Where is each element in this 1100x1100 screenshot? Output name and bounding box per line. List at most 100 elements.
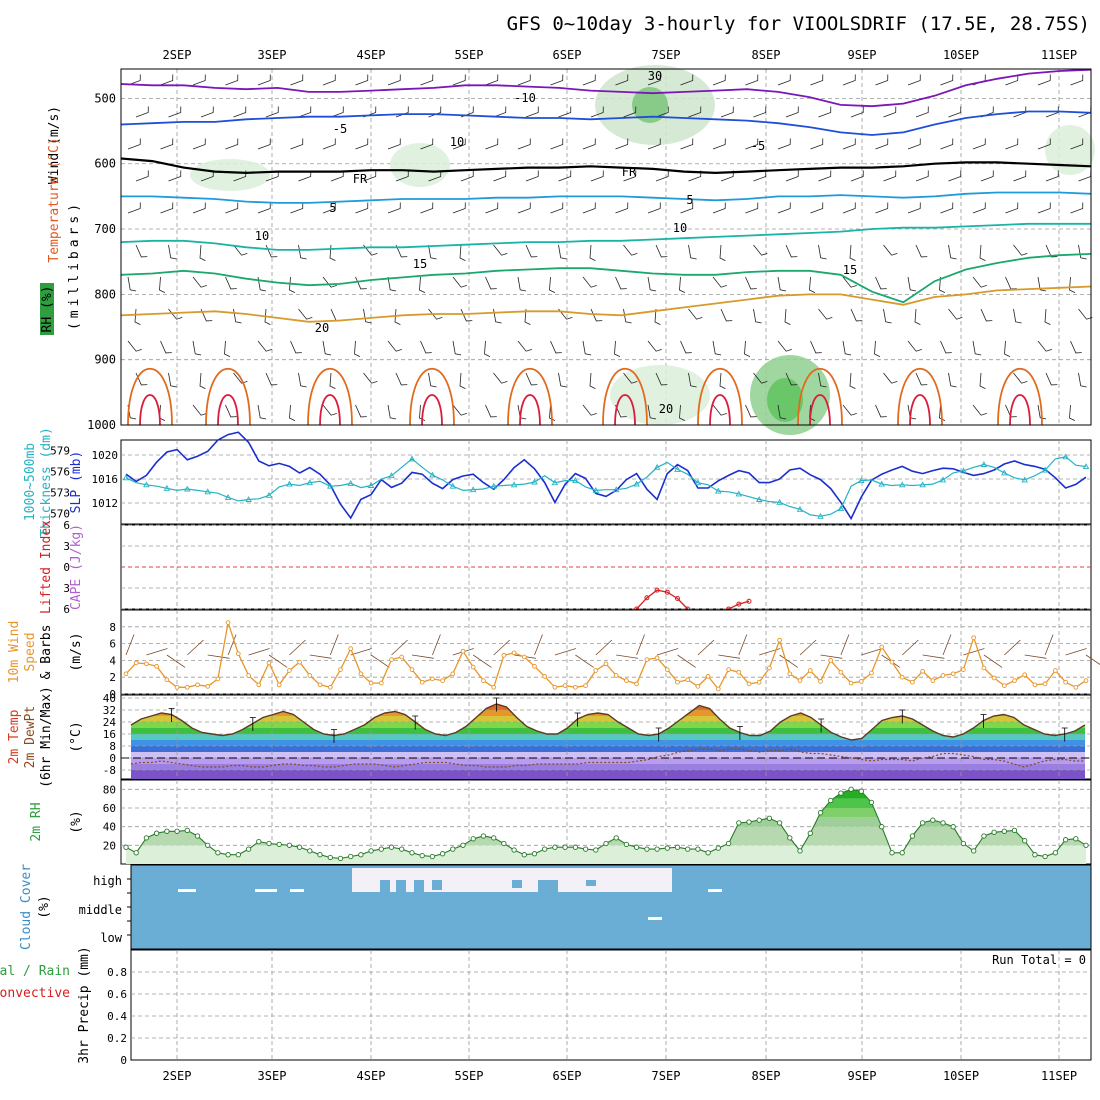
wind-barb — [395, 372, 408, 386]
wind-speed-point — [399, 654, 405, 660]
wind-speed-point — [1042, 681, 1048, 687]
wind-barb — [623, 372, 638, 384]
wind-barb-10m — [289, 639, 306, 656]
wind-barb-10m — [1004, 639, 1021, 656]
wind-speed-point — [675, 679, 680, 685]
wind-barb-10m — [166, 654, 186, 668]
rh-point — [184, 827, 190, 834]
thickness-point — [163, 484, 171, 491]
wind-speed-point — [491, 684, 497, 690]
wind-barb — [883, 372, 898, 384]
wind-barb — [623, 170, 637, 182]
wind-speed-point — [869, 670, 874, 676]
wind-speed-point — [593, 668, 599, 673]
wind-barb — [688, 372, 697, 388]
wind-barb — [914, 308, 921, 325]
wind-barb — [192, 74, 206, 86]
thickness-point — [939, 476, 947, 483]
wind-barb — [419, 404, 426, 421]
wind-barb — [883, 170, 897, 182]
wind-barb — [777, 276, 787, 292]
thickness-point — [817, 512, 824, 519]
wind-barb — [712, 276, 727, 288]
wind-barb — [394, 308, 401, 325]
contour-labels: -10 -5 -5 FR FR 5 5 10 10 15 15 20 20 10 30 — [255, 69, 857, 416]
rh-point — [695, 846, 701, 852]
minmax-bar — [574, 712, 581, 727]
rh-shade — [632, 87, 668, 123]
wind-barb — [655, 372, 668, 386]
rh-point — [460, 842, 466, 848]
pressure-tick-label: 800 — [94, 287, 116, 301]
temp-band — [131, 752, 1085, 758]
wind-barb — [550, 340, 562, 354]
wind-speed-point — [307, 673, 313, 678]
wind-barb — [493, 244, 508, 256]
thickness-point — [755, 496, 763, 502]
rh-point — [225, 852, 231, 858]
thickness-point — [449, 482, 457, 489]
wind-speed-point — [634, 681, 639, 687]
cloud-cell — [396, 880, 406, 892]
wind-barb-10m — [1024, 654, 1047, 659]
rh-point — [766, 815, 773, 821]
wind-barb — [883, 244, 898, 256]
slp-tick-label: 1012 — [92, 497, 119, 510]
contour-label: 10 — [673, 221, 687, 235]
wind-speed-point — [624, 678, 629, 683]
wind-speed-point — [1083, 678, 1089, 683]
contour-label: 30 — [648, 69, 662, 83]
wind-barb — [623, 308, 632, 324]
rh-point — [327, 854, 333, 861]
thickness-point — [388, 472, 395, 479]
wind10m-label-1: 10m Wind — [7, 621, 22, 684]
wind-barb — [810, 340, 822, 354]
temp-band — [131, 734, 1085, 740]
wind-barb — [485, 404, 497, 418]
cloud-row-high: high — [93, 874, 122, 888]
rh-point — [153, 830, 160, 836]
contour-label: 10 — [450, 135, 464, 149]
rh-point — [674, 844, 681, 850]
wind-barb — [160, 74, 174, 86]
isotherm--10 — [120, 68, 1092, 108]
cloud-cell — [380, 880, 390, 892]
wind-speed-point — [287, 668, 292, 673]
wind-speed-point — [797, 678, 803, 683]
wind-barb — [809, 276, 816, 293]
top-date-label: 8SEP — [752, 48, 781, 62]
rh-point — [960, 840, 967, 847]
precip-panel: 0 0.2 0.4 0.6 0.8 — [107, 949, 1092, 1067]
temp-band — [131, 716, 1085, 722]
rh-point — [429, 853, 436, 860]
wind-speed-point — [542, 674, 548, 679]
wind-barb — [420, 138, 434, 150]
temp-tick-label: 24 — [103, 716, 117, 729]
wind-barb — [452, 202, 466, 214]
wind-barb — [517, 202, 531, 214]
wind-speed-point — [552, 684, 558, 690]
wind-barb — [199, 372, 206, 389]
bottom-date-label: 2SEP — [163, 1069, 192, 1083]
wind-barb — [135, 244, 148, 258]
isotherm-25-hoop — [602, 367, 648, 426]
wind-speed-point — [899, 674, 905, 680]
wind-barb — [517, 340, 532, 352]
rh-point — [817, 810, 824, 816]
wind-barb — [420, 202, 434, 214]
wind-barb — [615, 276, 627, 290]
wind-barb — [745, 74, 759, 86]
wind-speed-point — [756, 679, 762, 685]
rh-point — [358, 852, 364, 858]
precip-tick-label: 0 — [120, 1054, 127, 1067]
wind-barb — [395, 106, 409, 118]
wind-barb — [550, 74, 564, 86]
wind-barb — [1045, 106, 1059, 118]
top-date-label: 10SEP — [943, 48, 979, 62]
thickness-point — [306, 479, 314, 486]
isotherm-30-hoop — [1009, 394, 1031, 426]
top-date-label: 3SEP — [258, 48, 287, 62]
wind-speed-point — [818, 679, 823, 684]
wind-barb — [160, 340, 172, 354]
wind-barb — [558, 372, 567, 388]
